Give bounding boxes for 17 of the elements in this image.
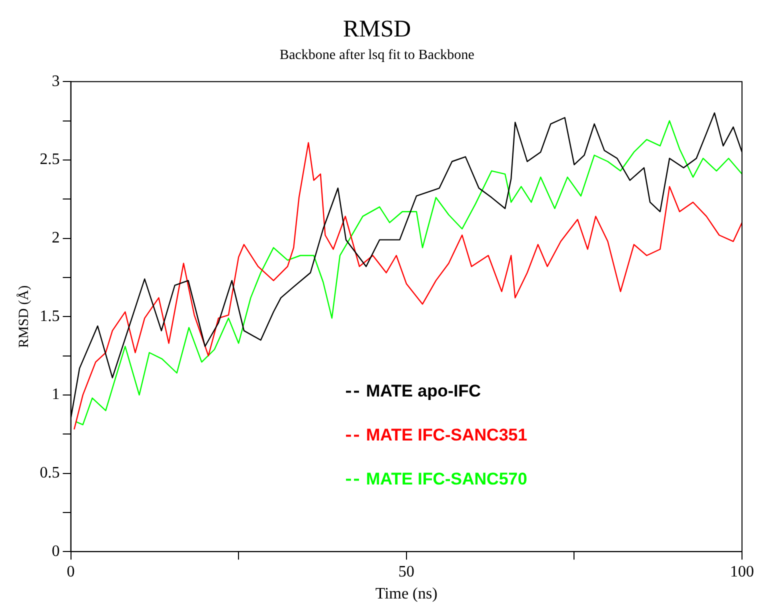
- x-axis-title: Time (ns): [375, 586, 438, 603]
- y-axis-title: RMSD (Å): [16, 284, 32, 348]
- legend-label: MATE apo-IFC: [366, 381, 481, 400]
- y-tick-label: 1.5: [40, 308, 60, 325]
- legend-label: MATE IFC-SANC570: [366, 469, 528, 488]
- legend-label: MATE IFC-SANC351: [366, 425, 528, 444]
- x-tick-label: 50: [398, 563, 414, 580]
- chart-subtitle: Backbone after lsq fit to Backbone: [280, 48, 474, 63]
- y-tick-label: 3: [52, 72, 60, 90]
- chart-title: RMSD: [342, 16, 412, 43]
- y-tick-label: 0: [52, 542, 60, 560]
- y-tick-label: 2: [52, 229, 60, 246]
- y-tick-label: 0.5: [40, 464, 60, 482]
- x-tick-label: 100: [730, 563, 754, 580]
- y-tick-label: 2.5: [40, 151, 60, 168]
- x-tick-label: 0: [66, 563, 75, 580]
- y-tick-label: 1: [52, 386, 60, 404]
